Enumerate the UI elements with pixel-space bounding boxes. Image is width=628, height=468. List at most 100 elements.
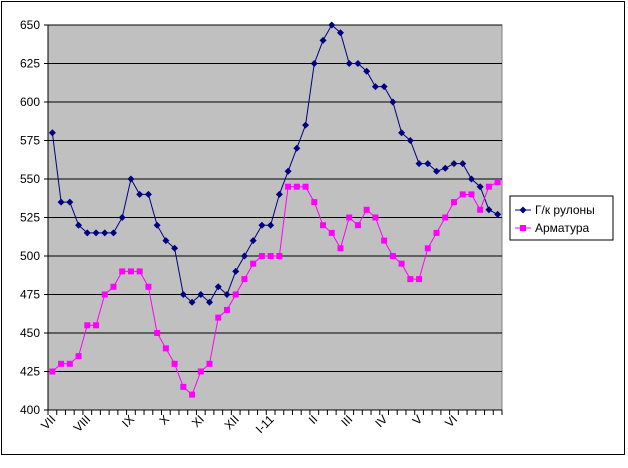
data-point (416, 276, 423, 283)
data-point (127, 268, 134, 275)
data-point (336, 29, 344, 37)
data-point (197, 291, 205, 298)
y-tick-label: 525 (20, 211, 40, 225)
data-point (267, 221, 275, 229)
data-point (214, 283, 222, 291)
data-point (127, 175, 135, 183)
data-point (136, 268, 143, 275)
data-point (468, 191, 475, 198)
data-point (58, 360, 65, 367)
data-point (101, 291, 108, 298)
data-point (276, 253, 283, 259)
data-point (285, 183, 292, 190)
data-point (302, 183, 309, 190)
x-tick-label: XI (189, 412, 207, 430)
data-point (240, 252, 248, 260)
data-point (345, 60, 353, 67)
data-point (485, 206, 493, 214)
data-point (407, 276, 414, 283)
x-tick-label: III (338, 412, 355, 429)
data-point (110, 283, 117, 290)
data-point (258, 221, 266, 229)
data-point (337, 245, 344, 252)
data-point (144, 190, 152, 198)
data-point (494, 210, 502, 218)
data-point (267, 253, 274, 259)
data-point (398, 260, 405, 267)
data-point (450, 199, 457, 206)
data-point (258, 253, 265, 259)
data-point (363, 206, 370, 213)
x-tick-label: IV (372, 412, 390, 430)
data-point (371, 83, 379, 91)
x-tick-label: X (156, 412, 172, 428)
y-tick-label: 425 (20, 365, 40, 379)
data-point (101, 229, 109, 237)
data-point (180, 383, 187, 390)
data-point (284, 167, 292, 175)
data-point (302, 121, 310, 129)
y-tick-label: 550 (20, 172, 40, 186)
data-point (109, 229, 117, 237)
data-point (171, 244, 179, 252)
data-point (75, 221, 83, 229)
data-point (433, 167, 441, 175)
data-point (232, 291, 239, 298)
data-point (398, 129, 406, 137)
series-group (48, 21, 502, 398)
x-axis: VII VIII IX X XI XII I-11 II III IV V VI (38, 409, 503, 436)
x-tick-label: VIII (71, 412, 94, 435)
data-point (48, 129, 56, 137)
data-point (363, 67, 371, 75)
data-point (197, 368, 204, 375)
data-point (83, 229, 91, 237)
x-tick-label: XII (222, 412, 242, 432)
y-tick-label: 625 (20, 57, 40, 71)
data-point (188, 298, 196, 306)
data-point (381, 237, 388, 244)
x-tick-label: I-11 (253, 412, 277, 436)
legend-swatch-marker (520, 225, 526, 231)
data-point (424, 160, 432, 168)
data-point (459, 191, 466, 198)
data-point (275, 190, 283, 198)
data-point (424, 245, 431, 252)
x-tick-label: VI (442, 412, 460, 430)
data-point (476, 183, 484, 191)
data-point (49, 368, 56, 375)
data-point (293, 144, 301, 152)
data-point (406, 137, 414, 144)
y-tick-label: 400 (20, 403, 40, 417)
data-point (467, 175, 475, 183)
data-point (66, 198, 74, 206)
x-tick-label: V (410, 412, 426, 428)
y-tick-label: 475 (20, 288, 40, 302)
series-line (52, 181, 498, 396)
data-point (346, 214, 353, 221)
data-point (75, 353, 82, 360)
data-point (241, 276, 248, 283)
x-tick-label: VII (38, 412, 58, 432)
y-tick-label: 575 (20, 134, 40, 148)
chart-frame: 400 425 450 475 500 525 550 575 600 625 650 VII VII… (1, 1, 625, 455)
data-point (310, 60, 318, 67)
data-point (319, 36, 327, 44)
y-tick-label: 650 (20, 18, 40, 32)
data-point (494, 179, 501, 186)
series-line (51, 24, 498, 303)
data-point (293, 183, 300, 190)
data-point (145, 283, 152, 290)
data-point (223, 306, 230, 313)
data-point (311, 199, 318, 206)
data-point (232, 267, 240, 275)
data-point (442, 214, 449, 221)
y-axis: 400 425 450 475 500 525 550 575 600 625 650 (20, 18, 49, 417)
data-point (153, 221, 161, 229)
y-tick-label: 600 (20, 95, 40, 109)
data-point (189, 391, 196, 398)
data-point (477, 206, 484, 213)
legend-swatch-marker (519, 206, 527, 214)
data-point (441, 164, 449, 172)
data-point (328, 229, 335, 236)
